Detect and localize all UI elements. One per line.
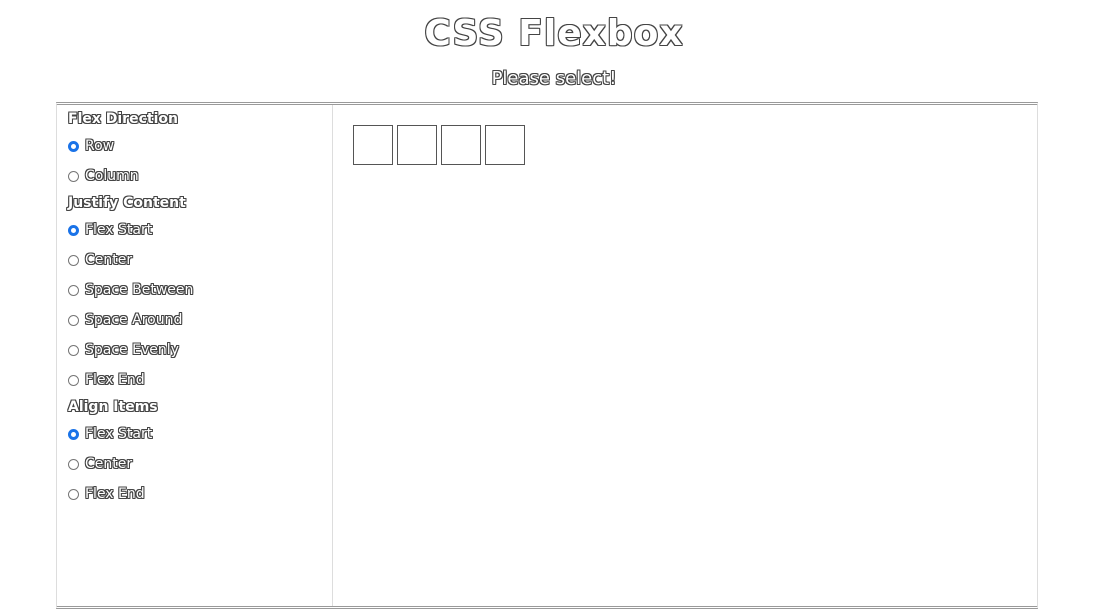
flexbox-panel: Flex Direction Row Column Justify Conten…	[56, 102, 1038, 609]
radio-label: Flex Start	[85, 426, 153, 442]
radio-label: Row	[85, 138, 115, 154]
page-subtitle: Please select!	[491, 68, 617, 89]
radio-button[interactable]	[68, 140, 79, 152]
radio-align-flex-end[interactable]: Flex End	[68, 484, 145, 504]
options-sidebar: Flex Direction Row Column Justify Conten…	[57, 105, 333, 606]
radio-justify-space-between[interactable]: Space Between	[68, 280, 193, 300]
flex-item-box	[397, 125, 437, 165]
radio-align-center[interactable]: Center	[68, 454, 132, 474]
radio-justify-space-around[interactable]: Space Around	[68, 310, 182, 330]
radio-label: Center	[85, 252, 133, 268]
radio-label: Column	[85, 168, 139, 184]
radio-flex-direction-column[interactable]: Column	[68, 166, 139, 186]
radio-button[interactable]	[68, 428, 79, 440]
radio-flex-direction-row[interactable]: Row	[68, 136, 114, 156]
flex-item-box	[441, 125, 481, 165]
radio-label: Space Between	[85, 282, 194, 298]
group-title-align-items: Align Items	[68, 399, 158, 415]
flex-container	[353, 125, 529, 165]
radio-button[interactable]	[68, 374, 79, 386]
radio-label: Flex End	[85, 486, 145, 502]
radio-button[interactable]	[68, 224, 79, 236]
group-title-flex-direction: Flex Direction	[68, 111, 178, 127]
radio-button[interactable]	[68, 488, 79, 500]
radio-justify-center[interactable]: Center	[68, 250, 132, 270]
radio-justify-space-evenly[interactable]: Space Evenly	[68, 340, 179, 360]
radio-align-flex-start[interactable]: Flex Start	[68, 424, 152, 444]
radio-justify-flex-start[interactable]: Flex Start	[68, 220, 152, 240]
radio-button[interactable]	[68, 344, 79, 356]
flex-item-box	[353, 125, 393, 165]
radio-label: Space Around	[85, 312, 183, 328]
radio-button[interactable]	[68, 254, 79, 266]
radio-button[interactable]	[68, 284, 79, 296]
radio-button[interactable]	[68, 458, 79, 470]
radio-justify-flex-end[interactable]: Flex End	[68, 370, 145, 390]
radio-button[interactable]	[68, 314, 79, 326]
group-title-justify-content: Justify Content	[68, 195, 186, 211]
radio-label: Space Evenly	[85, 342, 179, 358]
radio-label: Center	[85, 456, 133, 472]
flex-preview-stage	[333, 105, 1037, 606]
radio-button[interactable]	[68, 170, 79, 182]
page-title: CSS Flexbox	[424, 13, 684, 54]
radio-label: Flex Start	[85, 222, 153, 238]
radio-label: Flex End	[85, 372, 145, 388]
flex-item-box	[485, 125, 525, 165]
